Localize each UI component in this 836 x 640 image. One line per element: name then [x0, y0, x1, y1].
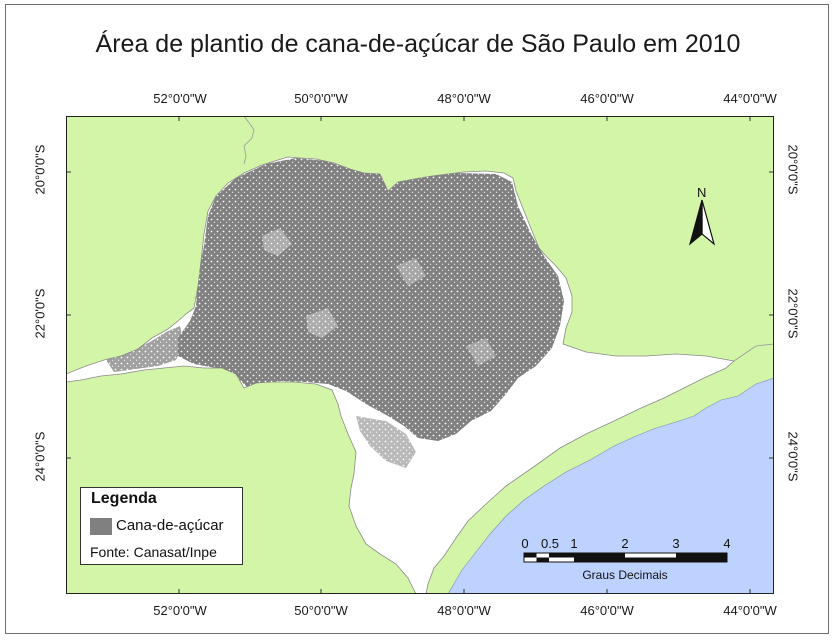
ocean [447, 377, 774, 594]
scale-unit-label: Graus Decimais [582, 568, 668, 582]
lon-label-top-46: 46°0'0"W [580, 91, 634, 106]
sugarcane-area [106, 158, 564, 468]
lat-label-left-22: 22°0'0"S [32, 288, 48, 339]
map-title: Área de plantio de cana-de-açúcar de São… [95, 30, 741, 58]
lat-label-right-22: 22°0'0"S [785, 288, 801, 339]
lat-label-left-20: 20°0'0"S [32, 144, 48, 195]
scale-label-2: 2 [621, 536, 629, 551]
lon-label-top-44: 44°0'0"W [723, 91, 777, 106]
map-border [66, 116, 774, 594]
legend: Legenda Cana-de-açúcar Fonte: Canasat/In… [80, 487, 243, 565]
lat-label-left-24: 24°0'0"S [32, 431, 48, 482]
lon-label-bottom-44: 44°0'0"W [723, 603, 777, 618]
lon-label-top-50: 50°0'0"W [294, 91, 348, 106]
state-border-north [243, 116, 255, 165]
scale-bar [523, 552, 728, 563]
legend-item-sugarcane: Cana-de-açúcar [116, 517, 224, 534]
scale-label-0-5: 0.5 [540, 536, 560, 551]
north-arrow-icon [688, 199, 716, 246]
lon-label-bottom-50: 50°0'0"W [294, 603, 348, 618]
legend-source: Fonte: Canasat/Inpe [90, 544, 217, 560]
lon-label-top-52: 52°0'0"W [153, 91, 207, 106]
lon-label-top-48: 48°0'0"W [437, 91, 491, 106]
north-label: N [697, 185, 707, 200]
scale-label-3: 3 [672, 536, 680, 551]
state-border-east [733, 343, 774, 362]
lon-label-bottom-48: 48°0'0"W [437, 603, 491, 618]
scale-label-4: 4 [723, 536, 731, 551]
lat-label-right-20: 20°0'0"S [785, 144, 801, 195]
legend-title: Legenda [91, 490, 157, 507]
lon-label-bottom-52: 52°0'0"W [153, 603, 207, 618]
lat-label-right-24: 24°0'0"S [785, 431, 801, 482]
lon-label-bottom-46: 46°0'0"W [580, 603, 634, 618]
legend-swatch-sugarcane [90, 518, 112, 535]
scale-label-0: 0 [521, 536, 529, 551]
scale-label-1: 1 [570, 536, 578, 551]
